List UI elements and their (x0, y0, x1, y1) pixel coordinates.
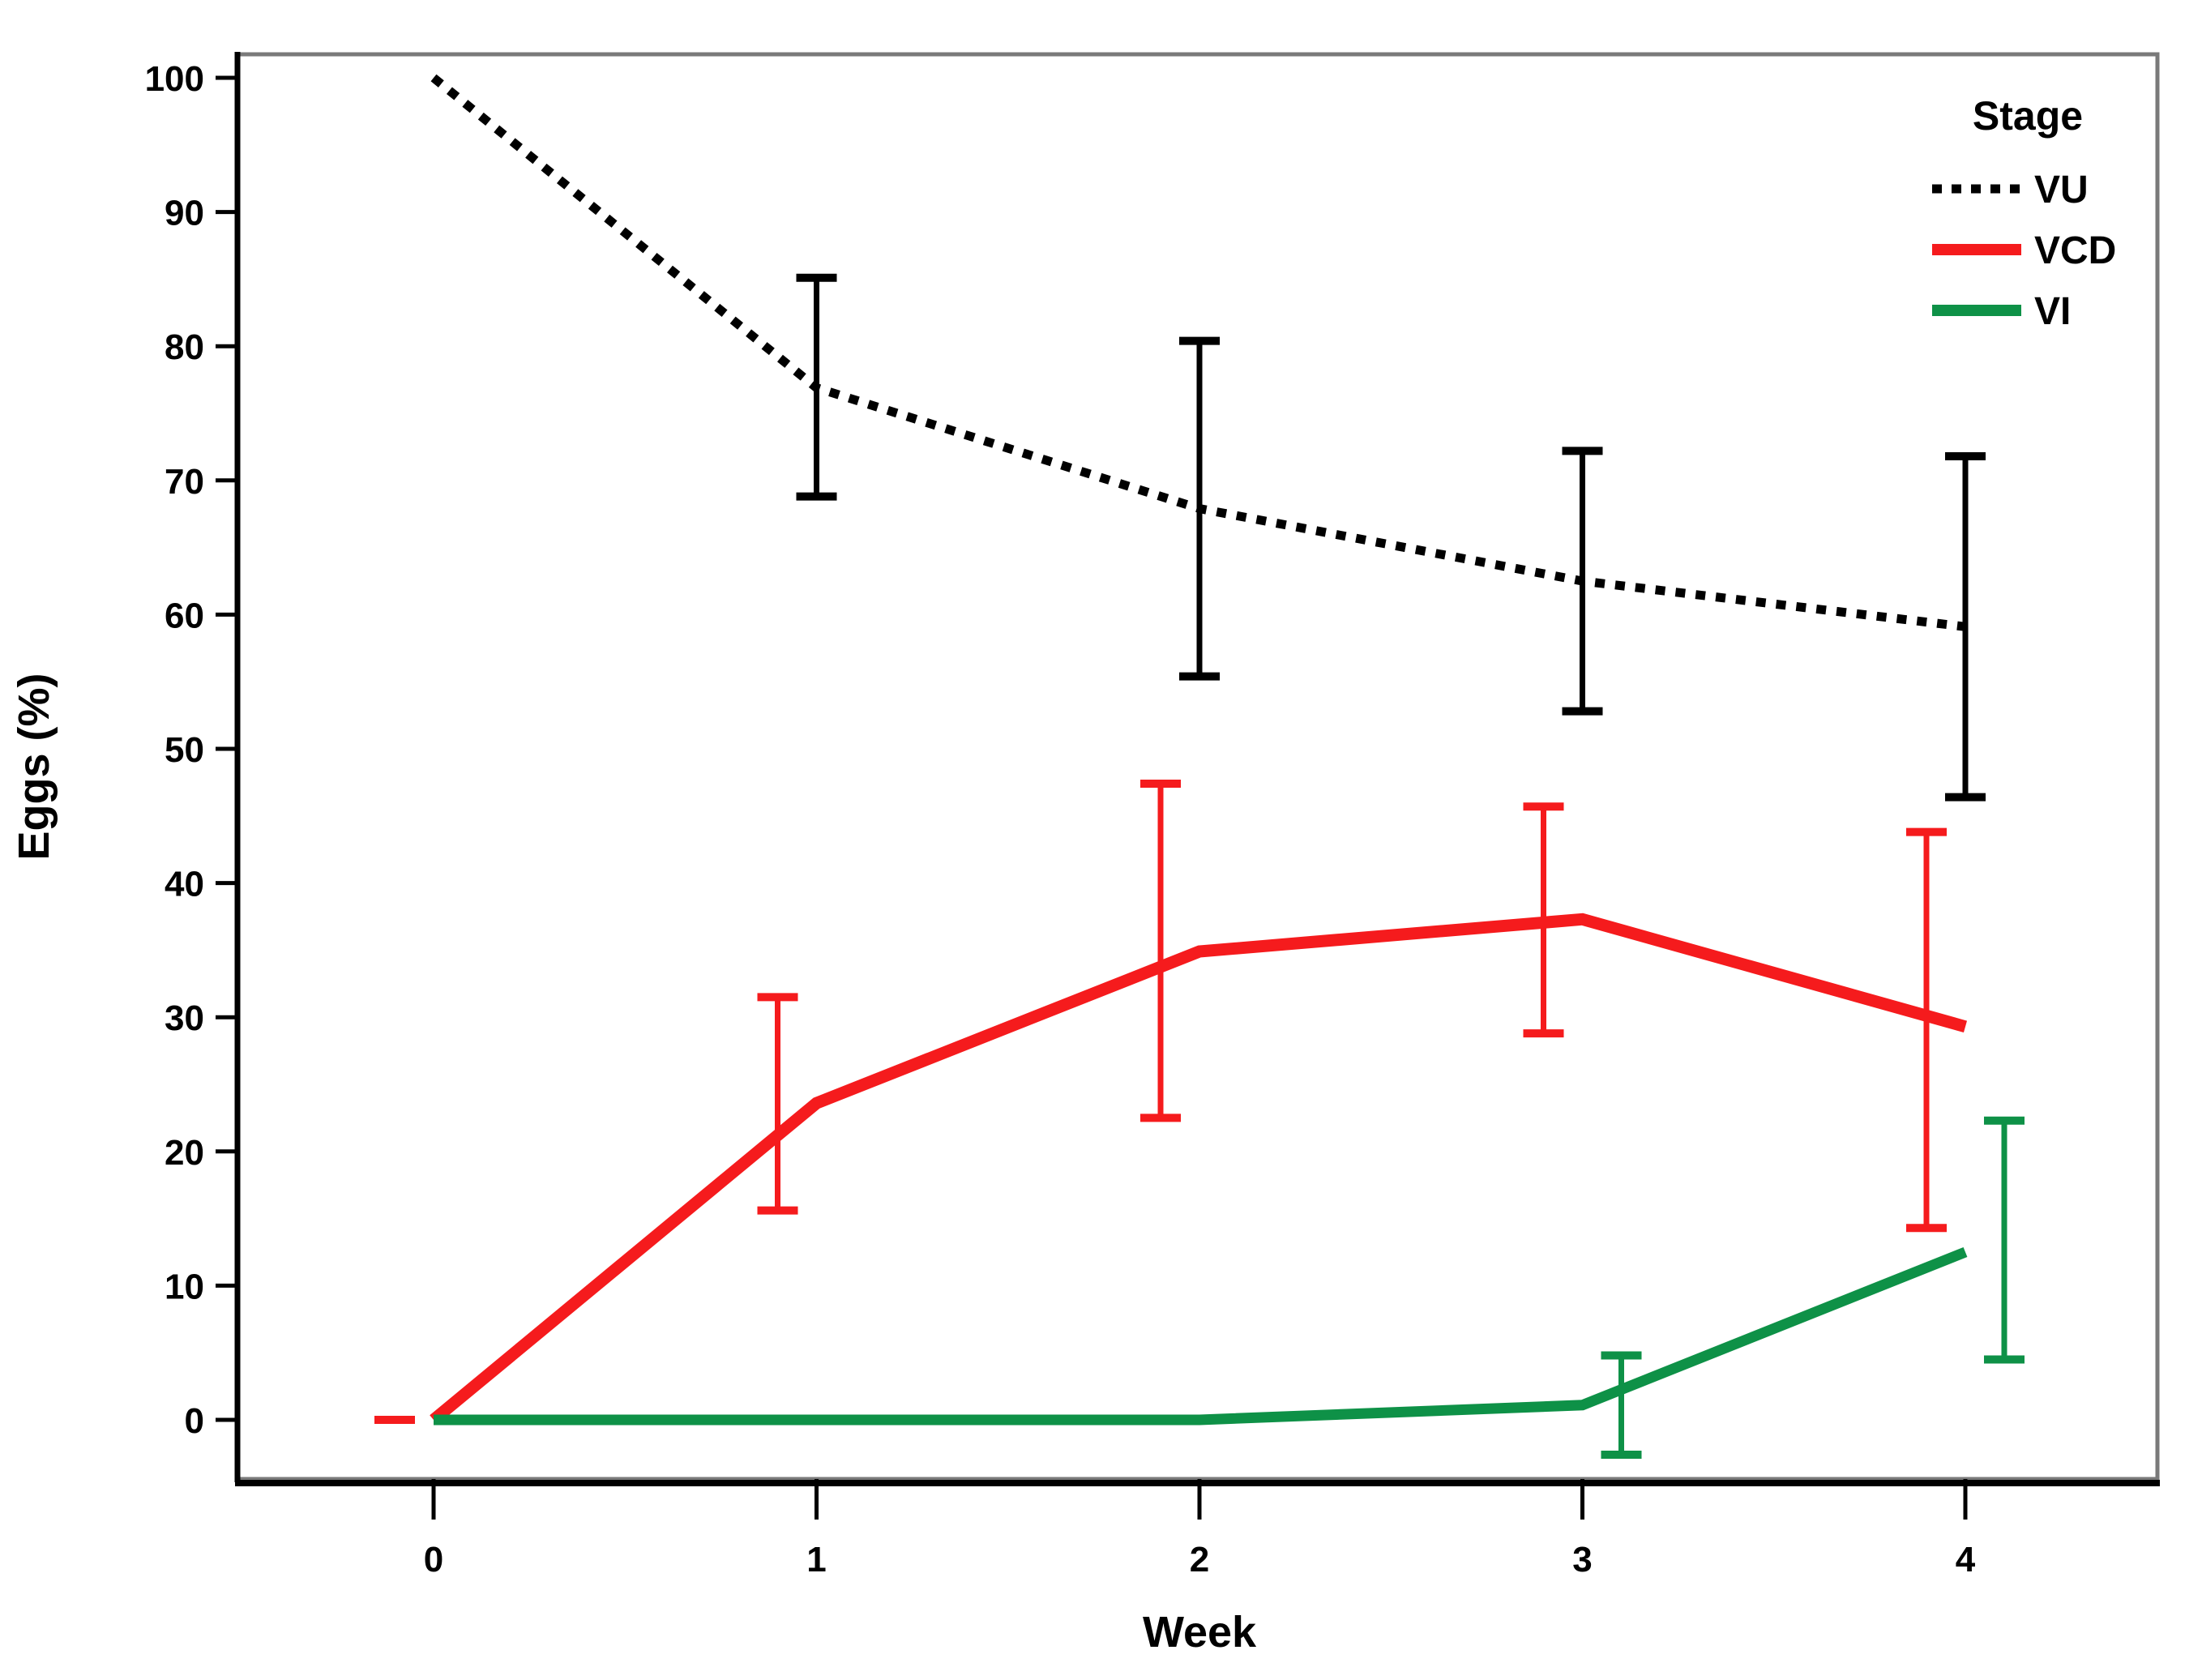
y-tick-label: 70 (165, 462, 204, 502)
y-tick-label: 60 (165, 596, 204, 635)
y-tick-label: 100 (145, 59, 204, 99)
x-tick-label: 1 (806, 1540, 826, 1580)
x-tick-label: 0 (424, 1540, 443, 1580)
x-tick-label: 2 (1190, 1540, 1209, 1580)
y-tick-label: 80 (165, 327, 204, 367)
y-tick-label: 40 (165, 865, 204, 904)
plot-frame (234, 52, 2160, 1481)
y-tick-label: 20 (165, 1133, 204, 1173)
x-tick-label: 3 (1572, 1540, 1592, 1580)
series-line-VI (434, 1246, 1968, 1426)
legend: Stage VU VCD VI (1932, 93, 2116, 333)
legend-label-vcd: VCD (2034, 229, 2116, 272)
x-axis-title: Week (1143, 1608, 1257, 1656)
plot-content: 0 10 20 30 40 50 60 70 80 90 100 0 1 2 3 4 (145, 59, 2025, 1580)
series-line-VU (430, 74, 1966, 631)
legend-label-vu: VU (2034, 169, 2089, 212)
y-tick-label: 10 (165, 1267, 204, 1306)
legend-title: Stage (1973, 93, 2083, 139)
series-line-VCD (430, 913, 1968, 1425)
y-tick-label: 90 (165, 194, 204, 233)
legend-label-vi: VI (2034, 290, 2071, 333)
y-axis-title: Eggs (%) (10, 673, 58, 860)
y-tick-label: 50 (165, 730, 204, 770)
y-tick-label: 30 (165, 998, 204, 1038)
x-tick-label: 4 (1956, 1540, 1976, 1580)
y-tick-label: 0 (185, 1401, 204, 1441)
